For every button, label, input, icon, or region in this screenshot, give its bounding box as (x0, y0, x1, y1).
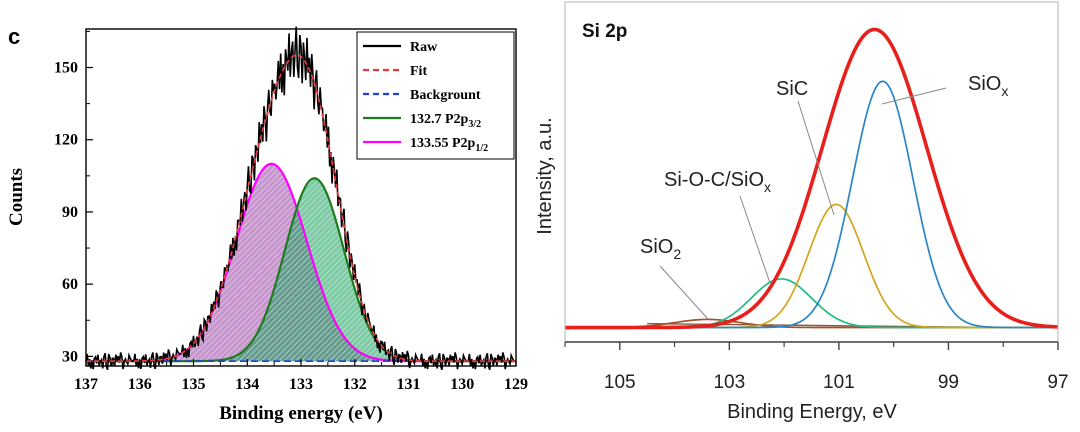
left-legend: Raw Fit Backgrount 132.7 P2p3/2 133.55 P2p1/… (356, 31, 515, 160)
annotation-label-1: SiC (776, 78, 808, 100)
annotation-sub: x (1001, 83, 1008, 99)
right-x-tick-label: 105 (604, 372, 636, 393)
annotation-label-0: SiOx (968, 73, 1008, 99)
left-x-tick-label: 129 (504, 376, 528, 393)
annotation-leader (797, 100, 835, 216)
legend-label-text: Raw (410, 40, 438, 55)
panel-letter: c (8, 24, 20, 49)
annotation-leader (881, 87, 947, 105)
legend-label-sub: 3/2 (468, 119, 481, 130)
left-x-tick-label: 137 (74, 376, 98, 393)
annotation-label-3: SiO2 (640, 236, 681, 262)
right-plot-frame (564, 1, 1059, 343)
right-series-sic (565, 203, 1058, 329)
right-series-si-o-c-siox (565, 278, 1058, 329)
annotation-sub: x (764, 179, 771, 195)
right-chart-title: Si 2p (582, 21, 627, 42)
legend-label-0: Raw (410, 40, 438, 55)
annotation-text: Si-O-C/SiO (664, 169, 764, 191)
annotation-text: SiC (776, 78, 808, 100)
left-y-tick-label: 90 (62, 204, 78, 221)
left-y-tick-label: 60 (62, 276, 78, 293)
left-x-tick-label: 134 (235, 376, 259, 393)
annotation-leader (739, 195, 771, 284)
left-x-tick-label: 132 (343, 376, 367, 393)
legend-label-1: Fit (410, 64, 427, 79)
right-x-tick-label: 103 (713, 372, 745, 393)
left-chart: c 137 136 135 134 133 132 131 130 129 30 60 90 120 1… (6, 24, 528, 424)
left-y-tick-label: 30 (62, 348, 78, 365)
left-x-axis-label: Binding energy (eV) (219, 403, 383, 424)
legend-label-text: Fit (410, 64, 427, 79)
left-y-ticks: 30 60 90 120 150 (54, 30, 93, 365)
left-x-tick-label: 135 (182, 376, 206, 393)
fit-line (86, 54, 516, 363)
right-y-axis-label: Intensity, a.u. (534, 117, 556, 234)
left-y-tick-label: 120 (54, 132, 78, 149)
right-x-tick-label: 99 (938, 372, 959, 393)
annotation-leader (659, 265, 709, 320)
right-x-tick-label: 101 (823, 372, 855, 393)
annotation-sub: 2 (673, 246, 681, 262)
left-y-tick-label: 150 (54, 60, 78, 77)
left-x-tick-label: 133 (289, 376, 313, 393)
annotation-label-2: Si-O-C/SiOx (664, 169, 771, 195)
left-peak-fills (86, 163, 516, 362)
left-x-ticks: 137 136 135 134 133 132 131 130 129 (74, 359, 528, 393)
legend-label-3: 132.7 P2p3/2 (410, 112, 481, 130)
legend-label-2: Backgrount (410, 88, 481, 103)
right-x-tick-label: 97 (1047, 372, 1068, 393)
legend-label-text: 132.7 P2p (410, 112, 469, 127)
left-x-tick-label: 130 (450, 376, 474, 393)
right-chart: 105 103 101 99 97 Si 2p Binding Energy, eV I… (534, 1, 1069, 423)
left-x-tick-label: 131 (397, 376, 421, 393)
left-x-tick-label: 136 (128, 376, 152, 393)
right-x-ticks: 105 103 101 99 97 (564, 342, 1069, 393)
right-x-axis-label: Binding Energy, eV (727, 401, 897, 423)
legend-label-sub: 1/2 (475, 143, 488, 154)
legend-label-4: 133.55 P2p1/2 (410, 136, 488, 154)
annotation-text: SiO (968, 73, 1001, 95)
legend-label-text: Backgrount (410, 88, 481, 103)
right-series-envelope (565, 27, 1059, 330)
right-curves (565, 27, 1059, 330)
peak-fill-1 (86, 178, 516, 362)
annotation-text: SiO (640, 236, 673, 258)
legend-label-text: 133.55 P2p (410, 136, 476, 151)
right-series-siox (565, 80, 1058, 329)
raw-line (85, 26, 516, 371)
left-legend-box (356, 31, 515, 160)
left-y-axis-label: Counts (6, 168, 27, 226)
